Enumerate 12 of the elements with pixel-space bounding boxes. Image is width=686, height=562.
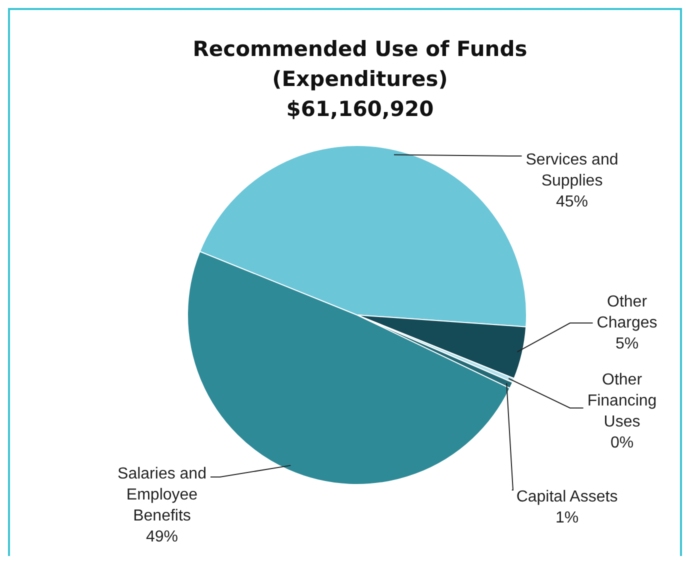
- data-label: 45%: [556, 193, 588, 210]
- chart-subtitle: $61,160,920: [285, 96, 435, 123]
- slice-label: Capital Assets: [516, 488, 618, 506]
- data-label: 0%: [610, 434, 634, 452]
- slice-label: Services and Supplies: [526, 151, 618, 190]
- data-label: 5%: [615, 335, 639, 352]
- slice-label: Salaries and Employee Benefits: [118, 465, 206, 524]
- slice-label: Other Charges: [596, 293, 658, 332]
- slice-label: Other Financing Uses: [587, 371, 657, 430]
- data-label: 49%: [146, 528, 178, 546]
- chart-title: Recommended Use of Funds (Expenditures): [192, 36, 528, 93]
- data-label: 1%: [555, 509, 579, 526]
